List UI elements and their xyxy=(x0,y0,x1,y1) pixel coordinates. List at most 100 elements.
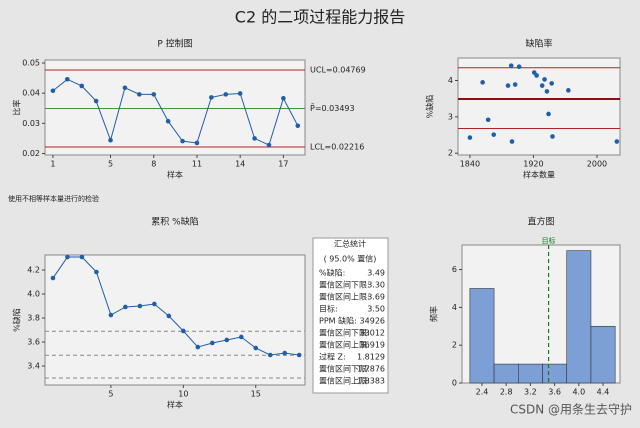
summary-label: 目标: xyxy=(319,304,338,314)
summary-label: 置信区间上限: xyxy=(319,340,370,350)
point xyxy=(152,301,157,307)
plot-area xyxy=(44,254,306,386)
point xyxy=(165,118,171,124)
point xyxy=(65,254,70,260)
reference-label: UCL=0.04769 xyxy=(310,65,366,74)
target-label: 目标 xyxy=(542,236,556,245)
watermark: CSDN @用条生去守护 xyxy=(510,403,632,417)
chart-title: 直方图 xyxy=(527,216,554,228)
point xyxy=(546,111,551,117)
point xyxy=(94,269,99,275)
y-axis-label: %缺陷 xyxy=(12,308,22,332)
report-title: C2 的二项过程能力报告 xyxy=(235,8,405,27)
y-tick-label: 0 xyxy=(452,379,457,388)
note: 使用不相等样本量进行的检验 xyxy=(8,194,99,203)
chart-title: 累积 %缺陷 xyxy=(151,216,198,228)
x-tick-label: 2.8 xyxy=(500,388,513,397)
x-tick-label: 11 xyxy=(192,160,202,169)
point xyxy=(137,303,143,309)
point xyxy=(467,135,473,140)
y-tick-label: 3.6 xyxy=(27,338,40,347)
series-line xyxy=(52,78,299,146)
point xyxy=(79,83,85,89)
series-line xyxy=(52,256,300,356)
y-tick-label: 3.8 xyxy=(27,314,40,323)
point xyxy=(79,254,85,260)
y-tick-label: 0.03 xyxy=(22,119,40,128)
x-tick-label: 1840 xyxy=(460,160,480,169)
point xyxy=(238,334,244,340)
point xyxy=(485,117,491,123)
bar xyxy=(566,250,592,384)
point xyxy=(180,138,185,144)
x-axis-label: 样本 xyxy=(167,170,183,180)
point xyxy=(122,85,128,91)
summary-value: 3.30 xyxy=(367,281,385,290)
point xyxy=(137,92,142,97)
x-axis-label: 样本数量 xyxy=(523,170,555,180)
summary-subtitle: ( 95.0% 置信) xyxy=(324,254,377,264)
y-tick-label: 3 xyxy=(448,112,453,121)
summary-value: 1.8129 xyxy=(357,353,385,362)
point xyxy=(108,137,113,143)
point xyxy=(614,139,620,144)
point xyxy=(566,88,571,93)
point xyxy=(508,63,514,68)
summary-value: 3.69 xyxy=(367,293,385,302)
point xyxy=(50,275,56,281)
point xyxy=(166,313,172,319)
y-tick-label: 4 xyxy=(452,303,457,312)
point xyxy=(253,345,259,351)
point xyxy=(181,328,186,334)
chart-title: 缺陷率 xyxy=(525,38,552,50)
summary-label: PPM 缺陷: xyxy=(319,316,357,326)
bar xyxy=(590,325,616,384)
summary-title: 汇总统计 xyxy=(334,239,366,249)
point xyxy=(266,142,272,148)
point xyxy=(224,337,230,343)
summary-label: 置信区间上限: xyxy=(319,376,370,386)
point xyxy=(544,89,550,94)
y-tick-label: 2 xyxy=(448,149,453,158)
x-tick-label: 8 xyxy=(151,160,156,169)
chart-title: P 控制图 xyxy=(157,38,192,50)
y-axis-label: 频率 xyxy=(429,306,439,322)
y-axis-label: %缺陷 xyxy=(425,95,435,119)
summary-label: 置信区间下限: xyxy=(319,328,370,338)
point xyxy=(151,92,157,97)
summary-value: 33012 xyxy=(360,329,385,338)
summary-value: 1.7876 xyxy=(357,365,385,374)
x-tick-label: 17 xyxy=(278,160,288,169)
point xyxy=(542,77,547,82)
y-tick-label: 3.4 xyxy=(27,362,40,371)
x-tick-label: 14 xyxy=(235,160,245,169)
y-tick-label: 2 xyxy=(452,341,457,350)
point xyxy=(123,304,128,310)
point xyxy=(295,123,301,129)
reference-label: LCL=0.02216 xyxy=(310,142,364,151)
point xyxy=(209,340,215,346)
x-tick-label: 1 xyxy=(50,160,55,169)
point xyxy=(267,352,273,358)
point xyxy=(539,83,545,88)
summary-value: 36919 xyxy=(360,341,385,350)
plot-area xyxy=(457,57,621,156)
point xyxy=(491,132,497,137)
summary-box xyxy=(312,237,389,394)
point xyxy=(282,350,288,356)
point xyxy=(509,139,515,144)
y-tick-label: 4.0 xyxy=(27,290,40,299)
summary-value: 3.49 xyxy=(367,269,385,278)
summary-label: 过程 Z: xyxy=(319,352,346,362)
x-axis-label: 样本 xyxy=(167,400,183,410)
point xyxy=(296,352,302,358)
y-axis-label: 比率 xyxy=(12,100,22,116)
x-tick-label: 5 xyxy=(108,160,113,169)
y-tick-label: 0.04 xyxy=(22,89,40,98)
point xyxy=(512,82,518,87)
x-tick-label: 3.2 xyxy=(524,388,537,397)
point xyxy=(252,136,257,141)
point xyxy=(237,91,243,96)
point xyxy=(194,140,200,146)
point xyxy=(50,88,56,94)
